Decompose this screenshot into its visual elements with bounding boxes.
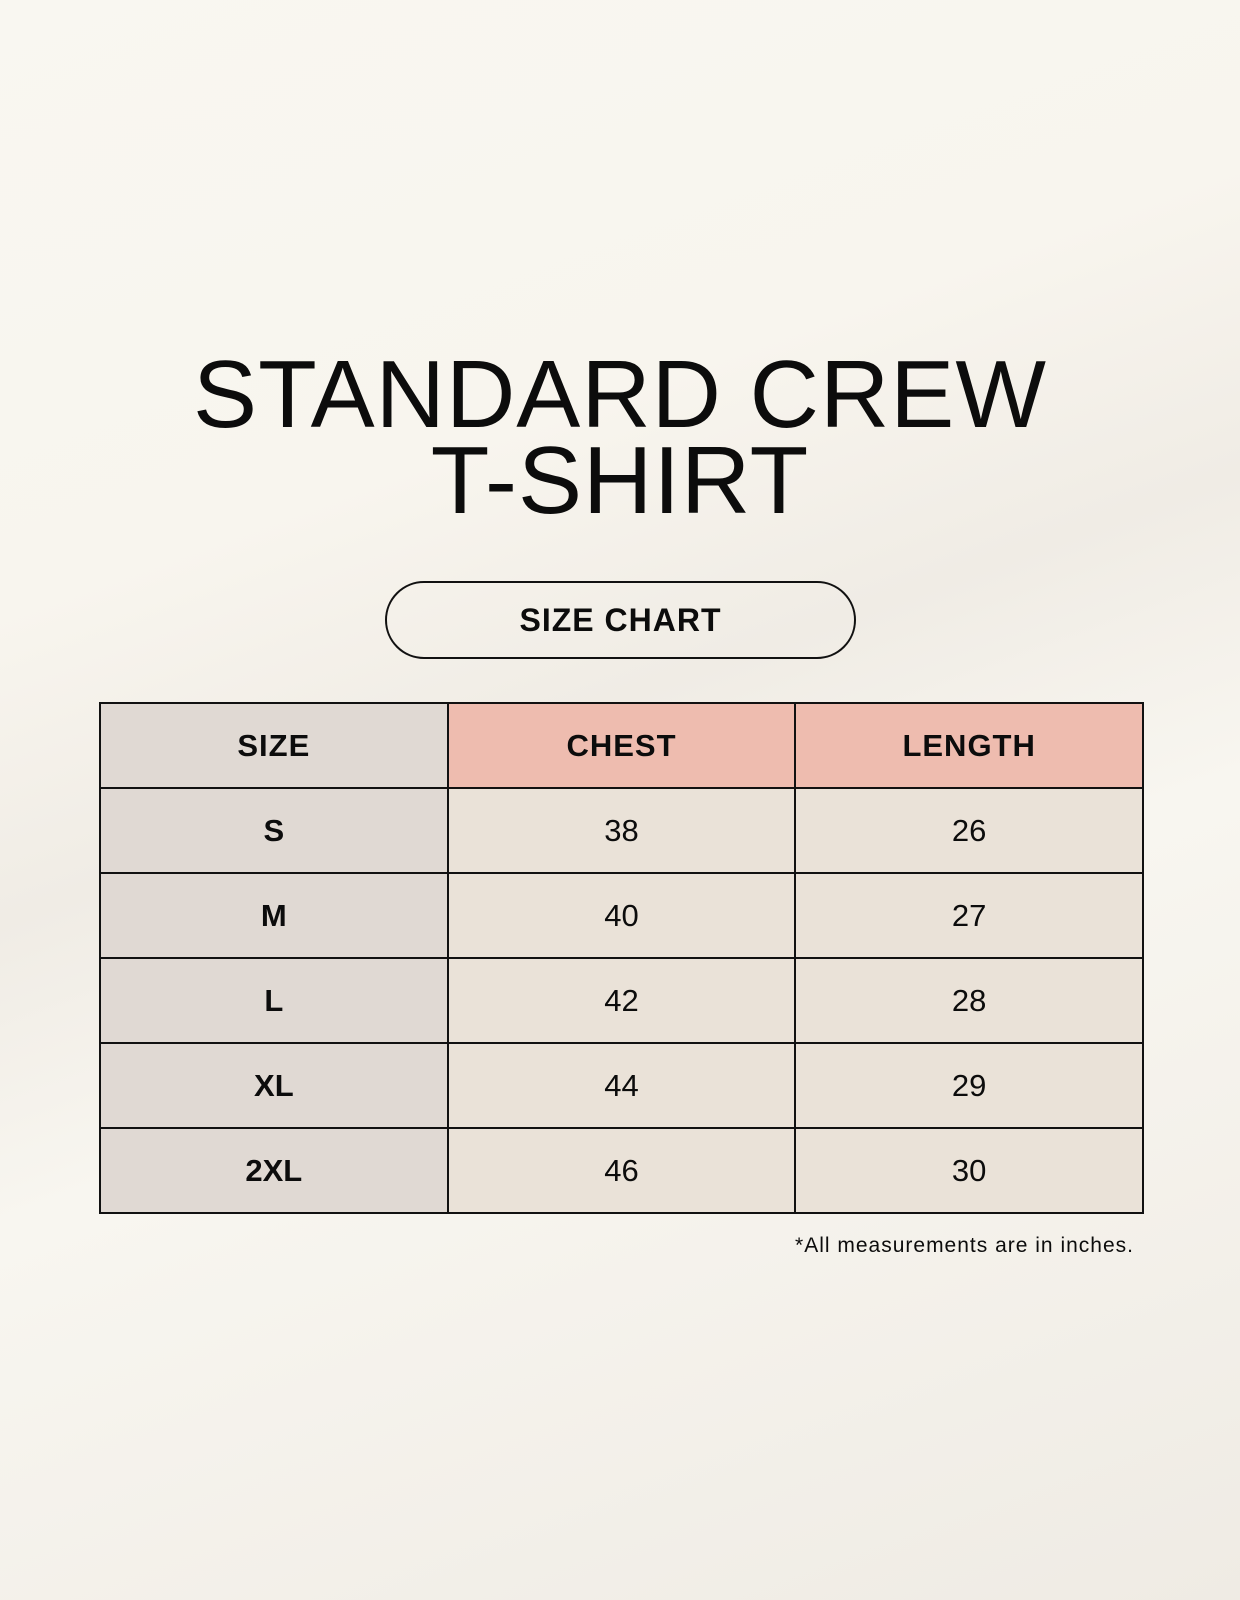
cell-length: 27 [794, 872, 1144, 959]
table-row: S 38 26 [99, 787, 1144, 874]
cell-size: L [99, 957, 449, 1044]
table-row: XL 44 29 [99, 1042, 1144, 1129]
cell-chest: 42 [446, 957, 797, 1044]
table-header-row: SIZE CHEST LENGTH [99, 702, 1144, 789]
cell-length: 30 [794, 1127, 1144, 1214]
cell-chest: 40 [446, 872, 797, 959]
page-title: STANDARD CREW T-SHIRT [0, 341, 1240, 534]
table-row: M 40 27 [99, 872, 1144, 959]
header-chest: CHEST [446, 702, 797, 789]
cell-size: 2XL [99, 1127, 449, 1214]
cell-length: 26 [794, 787, 1144, 874]
footnote: *All measurements are in inches. [795, 1234, 1134, 1257]
cell-size: S [99, 787, 449, 874]
title-line-1: STANDARD CREW [193, 341, 1047, 448]
header-size: SIZE [99, 702, 449, 789]
cell-size: XL [99, 1042, 449, 1129]
size-table: SIZE CHEST LENGTH S 38 26 M 40 27 L 42 28 XL 44 29 2… [99, 702, 1144, 1214]
title-line-2: T-SHIRT [430, 427, 810, 534]
header-length: LENGTH [794, 702, 1144, 789]
cell-chest: 44 [446, 1042, 797, 1129]
cell-chest: 38 [446, 787, 797, 874]
size-chart-label: SIZE CHART [385, 581, 856, 659]
cell-length: 29 [794, 1042, 1144, 1129]
table-row: L 42 28 [99, 957, 1144, 1044]
cell-size: M [99, 872, 449, 959]
cell-chest: 46 [446, 1127, 797, 1214]
cell-length: 28 [794, 957, 1144, 1044]
table-row: 2XL 46 30 [99, 1127, 1144, 1214]
